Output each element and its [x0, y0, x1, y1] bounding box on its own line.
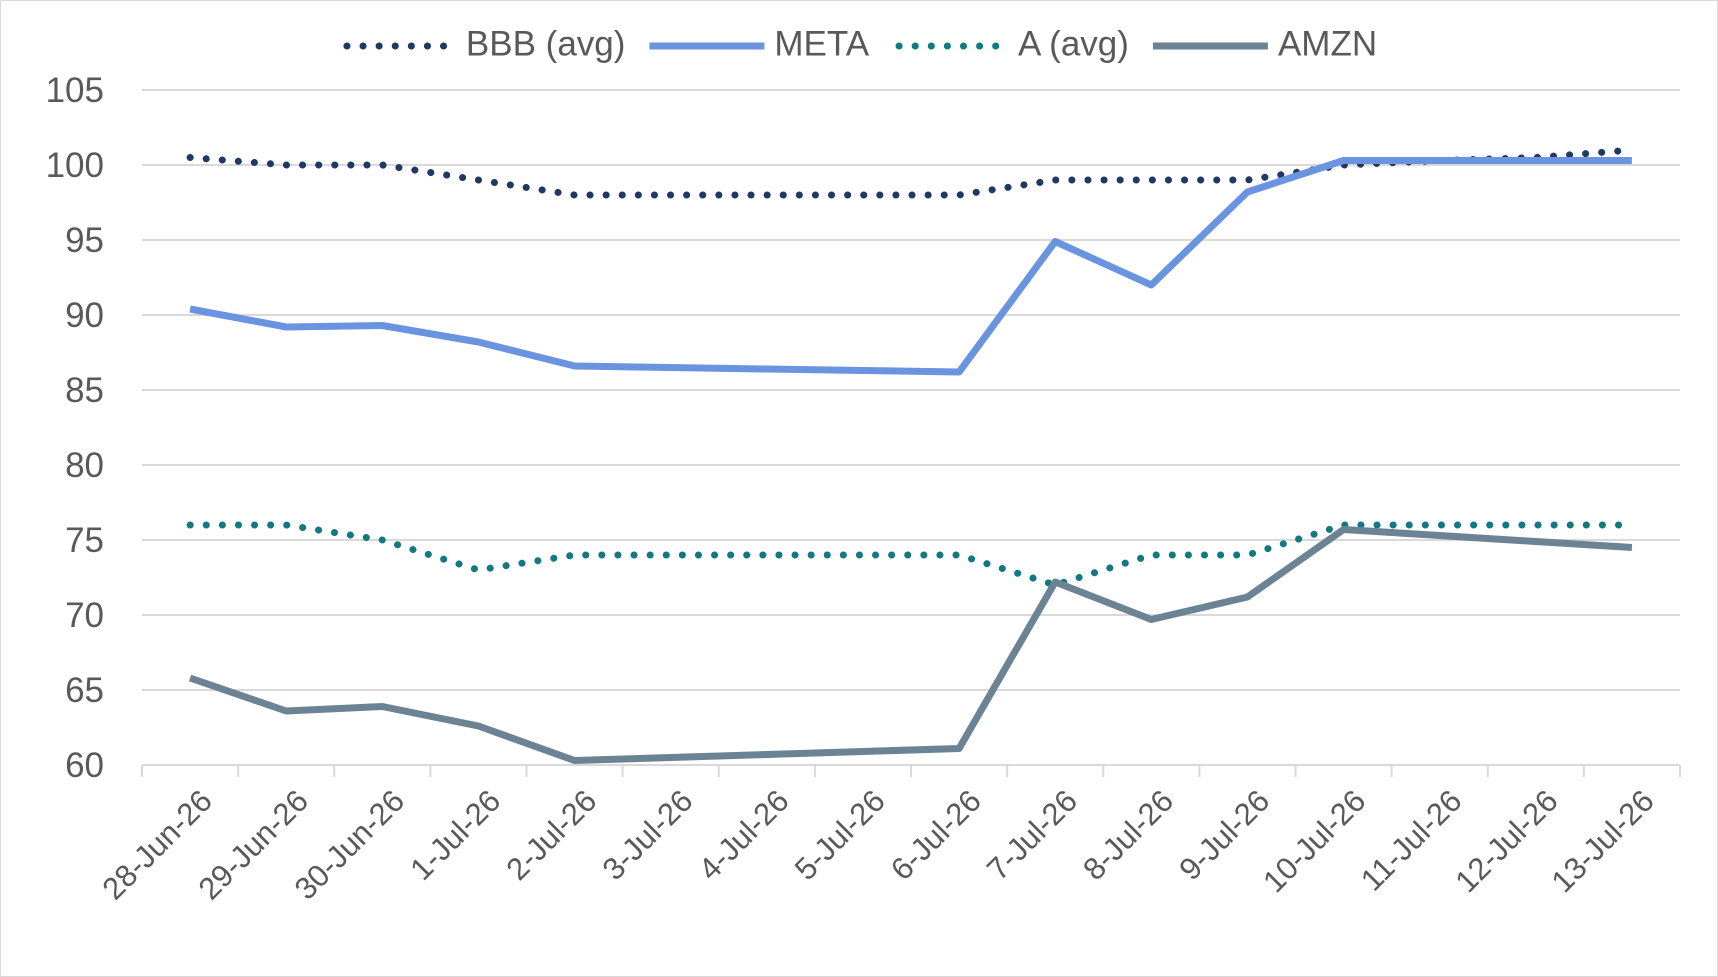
- legend-label: BBB (avg): [466, 24, 626, 63]
- series-line-2: [186, 521, 1636, 589]
- x-tick-label: 5-Jul-26: [788, 783, 892, 887]
- y-tick-label: 90: [65, 296, 104, 335]
- y-tick-label: 95: [65, 221, 104, 260]
- y-tick-label: 75: [65, 521, 104, 560]
- y-tick-label: 80: [65, 446, 104, 485]
- x-tick-label: 8-Jul-26: [1076, 783, 1180, 887]
- y-tick-label: 105: [46, 71, 104, 110]
- gridlines: [142, 89, 1680, 691]
- x-tick-label: 6-Jul-26: [884, 783, 988, 887]
- x-tick-label: 12-Jul-26: [1448, 783, 1564, 899]
- x-tick-label: 1-Jul-26: [403, 783, 507, 887]
- x-tick-label: 2-Jul-26: [499, 783, 603, 887]
- x-tick-label: 10-Jul-26: [1256, 783, 1372, 899]
- x-tick-label: 4-Jul-26: [692, 783, 796, 887]
- x-tick-label: 13-Jul-26: [1545, 783, 1661, 899]
- x-tick-label: 3-Jul-26: [596, 783, 700, 887]
- legend-label: AMZN: [1278, 24, 1377, 63]
- legend: BBB (avg) META A (avg) AMZN: [343, 24, 1377, 63]
- series-line-0: [186, 146, 1636, 199]
- legend-label: A (avg): [1018, 24, 1129, 63]
- legend-label: META: [774, 24, 869, 63]
- series-line-1: [189, 157, 1632, 376]
- y-tick-label: 65: [65, 671, 104, 710]
- y-tick-label: 70: [65, 596, 104, 635]
- x-tick-label: 11-Jul-26: [1354, 783, 1469, 898]
- y-tick-label: 100: [46, 146, 104, 185]
- y-tick-label: 85: [65, 371, 104, 410]
- y-tick-label: 60: [65, 746, 104, 785]
- x-tick-label: 7-Jul-26: [980, 783, 1084, 887]
- series-line-3: [188, 526, 1633, 764]
- series-lines: [186, 146, 1636, 764]
